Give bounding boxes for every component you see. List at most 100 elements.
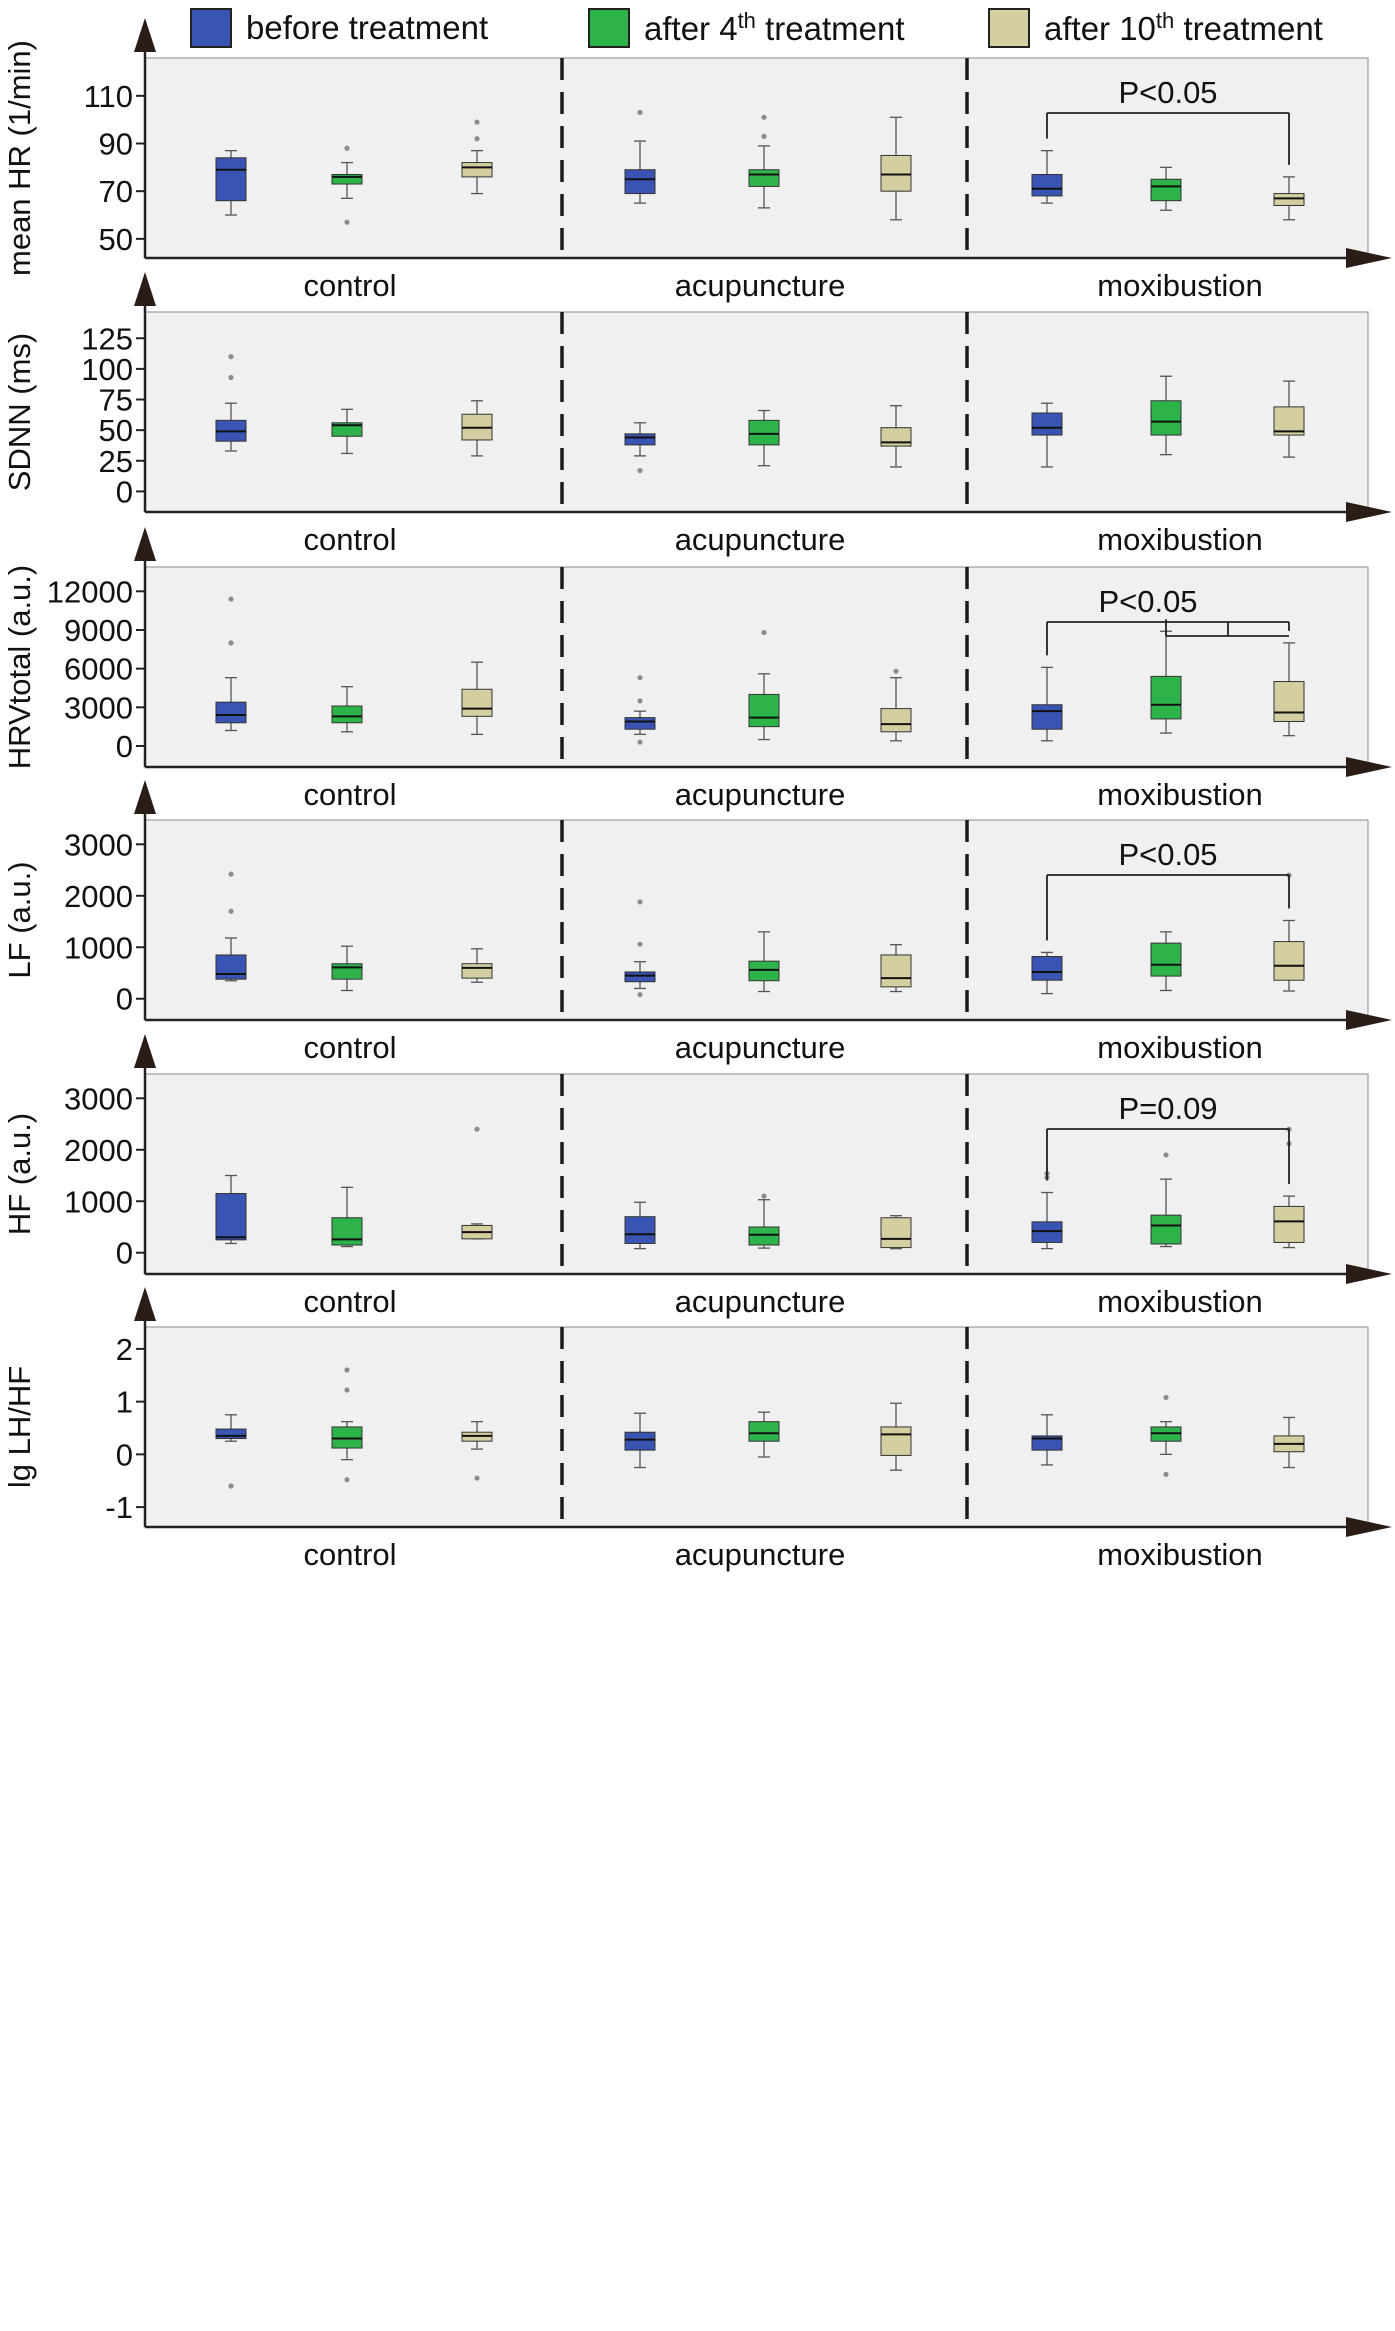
outlier-control-after4-5-0	[344, 1477, 350, 1483]
y-axis-arrow-4	[134, 1034, 156, 1068]
y-tick-label-5-2: 1	[116, 1385, 133, 1420]
y-axis-label-1: SDNN (ms)	[2, 333, 37, 491]
y-tick-label-5-3: 2	[116, 1332, 133, 1367]
legend-label-after10-tail: treatment	[1174, 10, 1323, 47]
legend-label-after10-base: after 10	[1044, 10, 1156, 47]
y-tick-label-5-1: 0	[116, 1437, 133, 1472]
y-tick-label-2-0: 0	[116, 729, 133, 764]
outlier-control-after10-0-0	[474, 136, 480, 142]
box-acupuncture-before-2	[624, 717, 656, 730]
y-axis-label-3: LF (a.u.)	[2, 861, 37, 978]
group-label-moxibustion-2: moxibustion	[1097, 777, 1262, 812]
outlier-acupuncture-before-3-2	[637, 899, 643, 905]
group-label-moxibustion-3: moxibustion	[1097, 1030, 1262, 1065]
outlier-control-before-3-0	[228, 908, 234, 914]
y-axis-arrow-5	[134, 1287, 156, 1321]
y-tick-label-1-0: 0	[116, 474, 133, 509]
y-tick-label-5-0: -1	[105, 1490, 133, 1525]
y-tick-label-3-3: 3000	[64, 827, 133, 862]
legend-label-after4-base: after 4	[644, 10, 738, 47]
outlier-control-before-5-0	[228, 1483, 234, 1489]
sig-label-0-0: P<0.05	[1118, 75, 1217, 110]
group-label-control-1: control	[303, 522, 396, 557]
box-acupuncture-after4-5	[748, 1421, 780, 1442]
box-control-before-2	[215, 701, 247, 724]
sig-label-2-0: P<0.05	[1098, 584, 1197, 619]
y-tick-label-0-2: 90	[99, 127, 133, 162]
box-acupuncture-after10-3	[880, 954, 912, 988]
outlier-acupuncture-after4-2-0	[761, 629, 767, 636]
plot-panel-3	[144, 819, 1369, 1021]
y-tick-label-1-4: 100	[81, 352, 133, 387]
y-tick-label-1-2: 50	[99, 413, 133, 448]
outlier-control-before-3-1	[228, 871, 234, 877]
group-label-moxibustion-1: moxibustion	[1097, 522, 1262, 557]
box-acupuncture-after10-4	[880, 1217, 912, 1249]
box-acupuncture-after10-5	[880, 1426, 912, 1456]
box-control-after10-0	[461, 162, 493, 178]
sig-label-4-0: P=0.09	[1118, 1091, 1217, 1126]
y-axis-label-2: HRVtotal (a.u.)	[2, 565, 37, 769]
outlier-acupuncture-after10-2-0	[893, 668, 899, 674]
outlier-acupuncture-before-2-2	[637, 675, 643, 681]
y-tick-label-2-3: 9000	[64, 613, 133, 648]
outlier-control-after4-5-2	[344, 1367, 350, 1373]
box-control-before-4	[215, 1193, 247, 1241]
box-moxibustion-after4-1	[1150, 400, 1182, 436]
outlier-control-after4-5-1	[344, 1387, 350, 1393]
y-tick-label-3-1: 1000	[64, 930, 133, 965]
legend-swatch-after10	[988, 8, 1030, 48]
outlier-acupuncture-after4-0-0	[761, 133, 767, 139]
group-label-acupuncture-3: acupuncture	[675, 1030, 846, 1065]
y-axis-arrow-3	[134, 780, 156, 814]
box-control-before-5	[215, 1428, 247, 1440]
outlier-moxibustion-after4-5-1	[1163, 1394, 1169, 1401]
outlier-control-after4-0-0	[344, 219, 350, 225]
group-label-acupuncture-5: acupuncture	[675, 1537, 846, 1572]
group-label-moxibustion-5: moxibustion	[1097, 1537, 1262, 1572]
legend-swatch-after4	[588, 8, 630, 48]
outlier-control-after10-5-0	[474, 1475, 480, 1481]
legend-label-after4-sup: th	[737, 8, 756, 33]
x-axis-arrow-4	[1346, 1264, 1392, 1284]
box-control-after4-0	[331, 173, 363, 185]
box-moxibustion-before-0	[1031, 173, 1063, 197]
group-label-control-4: control	[303, 1284, 396, 1319]
outlier-moxibustion-after4-4-0	[1163, 1152, 1169, 1158]
box-moxibustion-after10-0	[1273, 193, 1305, 206]
legend-item-after4: after 4th treatment	[588, 6, 905, 50]
y-tick-label-1-3: 75	[99, 383, 133, 418]
box-acupuncture-after4-0	[748, 169, 780, 187]
group-label-acupuncture-2: acupuncture	[675, 777, 846, 812]
box-acupuncture-after4-4	[748, 1226, 780, 1246]
outlier-control-after10-4-0	[474, 1126, 480, 1132]
y-tick-label-4-1: 1000	[64, 1184, 133, 1219]
sig-label-3-0: P<0.05	[1118, 837, 1217, 872]
y-tick-label-2-2: 6000	[64, 652, 133, 687]
box-moxibustion-after4-3	[1150, 942, 1182, 977]
box-acupuncture-after4-1	[748, 419, 780, 446]
box-acupuncture-before-1	[624, 433, 656, 446]
y-axis-label-4: HF (a.u.)	[2, 1113, 37, 1235]
y-axis-label-5: lg LH/HF	[2, 1366, 37, 1488]
box-moxibustion-before-4	[1031, 1221, 1063, 1243]
legend: before treatment after 4th treatment aft…	[0, 0, 1395, 60]
y-axis-label-0: mean HR (1/min)	[2, 40, 37, 276]
outlier-control-before-1-0	[228, 374, 234, 381]
box-moxibustion-after10-1	[1273, 406, 1305, 436]
box-control-after10-2	[461, 688, 493, 717]
outlier-control-after10-0-1	[474, 119, 480, 125]
x-axis-arrow-2	[1346, 757, 1392, 777]
outlier-acupuncture-before-2-0	[637, 739, 643, 745]
group-label-acupuncture-4: acupuncture	[675, 1284, 846, 1319]
box-control-after4-2	[331, 705, 363, 724]
y-axis-arrow-2	[134, 527, 156, 561]
y-tick-label-2-4: 12000	[47, 574, 133, 609]
y-tick-label-2-1: 3000	[64, 690, 133, 725]
group-label-control-0: control	[303, 268, 396, 303]
box-control-after4-5	[331, 1426, 363, 1449]
y-tick-label-0-3: 110	[84, 79, 133, 114]
outlier-acupuncture-before-2-1	[637, 698, 643, 704]
outlier-control-before-2-1	[228, 596, 234, 602]
